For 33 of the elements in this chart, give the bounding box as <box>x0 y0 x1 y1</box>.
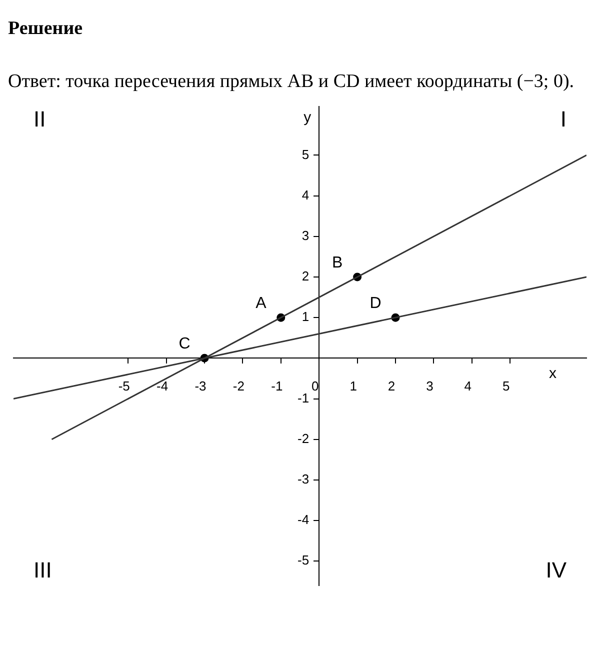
x-tick-label: 4 <box>464 378 472 394</box>
x-tick-label: 1 <box>350 378 357 394</box>
y-tick-label: -3 <box>298 471 310 486</box>
text: Ответ: точка пересечения прямых AB и CD имеет координаты (−3; 0). <box>8 70 576 94</box>
y-tick-label: 1 <box>302 308 310 324</box>
annotation: IV <box>546 557 567 582</box>
x-tick-label: -2 <box>232 378 244 394</box>
annotation: D <box>370 294 382 312</box>
y-tick-label: -4 <box>298 512 310 527</box>
annotation: I <box>560 106 566 132</box>
chart-title: Решение <box>8 18 84 40</box>
y-tick-label: 5 <box>302 146 310 162</box>
y-tick-label: 3 <box>302 228 310 243</box>
y-tick-label: 2 <box>302 268 310 284</box>
x-tick-label: -5 <box>118 378 130 394</box>
x-tick-label: -1 <box>271 378 283 394</box>
x-tick-label: 3 <box>426 378 434 394</box>
y-tick-label: -5 <box>298 552 310 568</box>
annotation: C <box>178 335 190 352</box>
x-tick-label: 2 <box>388 378 396 394</box>
annotation: III <box>34 557 52 582</box>
y-tick-label: -2 <box>298 430 310 446</box>
x-tick-label: 5 <box>502 378 510 394</box>
x-tick-label: -4 <box>156 378 168 394</box>
annotation: B <box>332 254 343 272</box>
x-axis-title: x <box>549 364 557 382</box>
x-tick-label: 0 <box>311 378 319 394</box>
y-axis-title: y <box>304 108 312 126</box>
annotation: II <box>34 106 46 132</box>
x-tick-label: -3 <box>194 378 206 394</box>
y-tick-label: -1 <box>298 390 310 406</box>
annotation: A <box>256 294 267 312</box>
y-tick-label: 4 <box>302 187 310 202</box>
